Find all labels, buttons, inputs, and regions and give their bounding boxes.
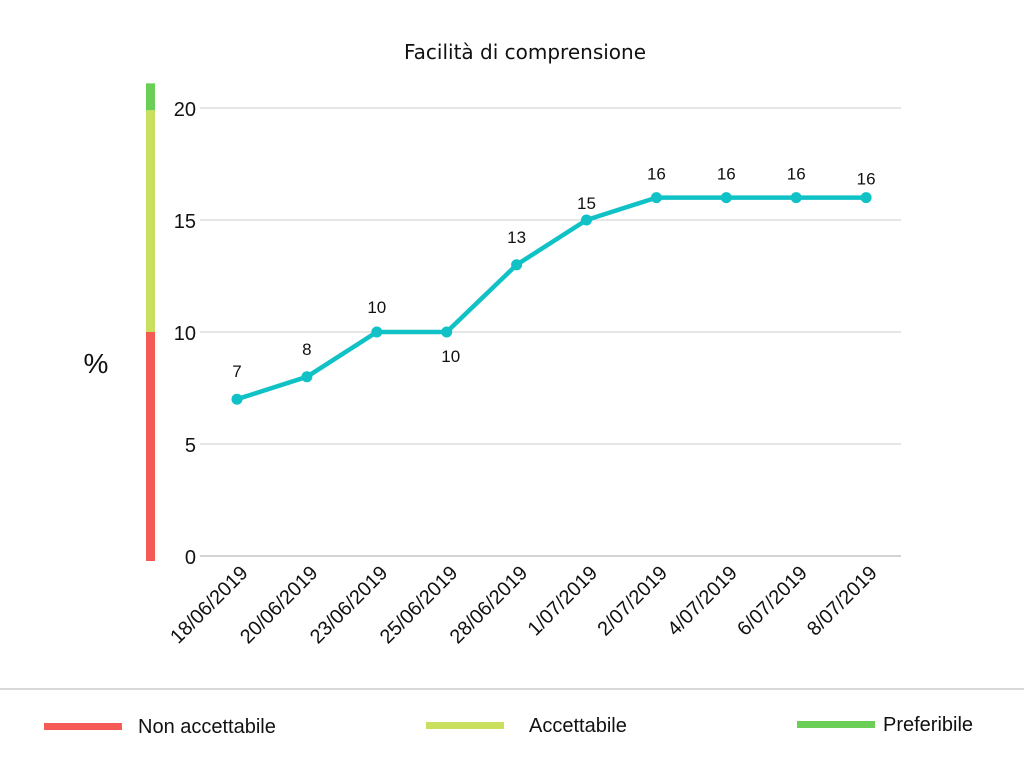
data-point bbox=[301, 371, 313, 383]
x-tick-label: 6/07/2019 bbox=[733, 562, 811, 640]
data-point bbox=[511, 259, 523, 271]
data-label: 13 bbox=[507, 228, 526, 247]
data-point bbox=[790, 192, 802, 204]
gridlines bbox=[200, 107, 901, 557]
data-label: 15 bbox=[577, 194, 596, 213]
legend-label: Non accettabile bbox=[138, 716, 276, 738]
data-label: 16 bbox=[647, 165, 666, 184]
data-label: 8 bbox=[302, 340, 311, 359]
data-point bbox=[860, 192, 872, 204]
band-preferibile bbox=[146, 83, 155, 111]
legend-label: Preferibile bbox=[883, 714, 973, 736]
y-axis-label: % bbox=[84, 348, 109, 379]
data-point bbox=[650, 192, 662, 204]
x-tick-label: 1/07/2019 bbox=[524, 562, 602, 640]
series-line-group bbox=[231, 192, 872, 405]
band-non-accettabile bbox=[146, 332, 155, 561]
chart-title: Facilità di comprensione bbox=[404, 40, 646, 64]
data-point bbox=[231, 393, 243, 405]
data-label: 16 bbox=[717, 165, 736, 184]
y-tick-label: 20 bbox=[174, 99, 196, 121]
legend-swatch bbox=[426, 722, 504, 729]
data-label: 16 bbox=[857, 170, 876, 189]
threshold-bands bbox=[146, 83, 155, 561]
data-labels: 7 8 10 10 13 15 16 16 16 16 bbox=[232, 165, 875, 382]
data-point bbox=[371, 326, 383, 338]
band-accettabile bbox=[146, 110, 155, 333]
y-axis-ticks: 0 5 10 15 20 bbox=[174, 99, 196, 569]
x-tick-label: 8/07/2019 bbox=[803, 562, 881, 640]
data-point bbox=[441, 326, 453, 338]
legend-swatch bbox=[44, 723, 122, 730]
series-line bbox=[234, 195, 869, 402]
data-label: 10 bbox=[441, 347, 460, 366]
legend-label: Accettabile bbox=[529, 715, 627, 737]
x-tick-label: 4/07/2019 bbox=[663, 562, 741, 640]
legend-swatch bbox=[797, 721, 875, 728]
data-label: 16 bbox=[787, 165, 806, 184]
data-label: 10 bbox=[367, 298, 386, 317]
y-tick-label: 10 bbox=[174, 323, 196, 345]
y-tick-label: 5 bbox=[185, 435, 196, 457]
legend: Non accettabile Accettabile Preferibile bbox=[44, 714, 973, 738]
data-point bbox=[581, 214, 592, 226]
data-label: 7 bbox=[232, 362, 241, 381]
x-tick-label: 2/07/2019 bbox=[593, 562, 671, 640]
data-point bbox=[720, 192, 732, 204]
y-tick-label: 15 bbox=[174, 211, 196, 233]
y-tick-label: 0 bbox=[185, 547, 196, 569]
x-axis-ticks: 18/06/201920/06/201923/06/201925/06/2019… bbox=[166, 562, 881, 648]
